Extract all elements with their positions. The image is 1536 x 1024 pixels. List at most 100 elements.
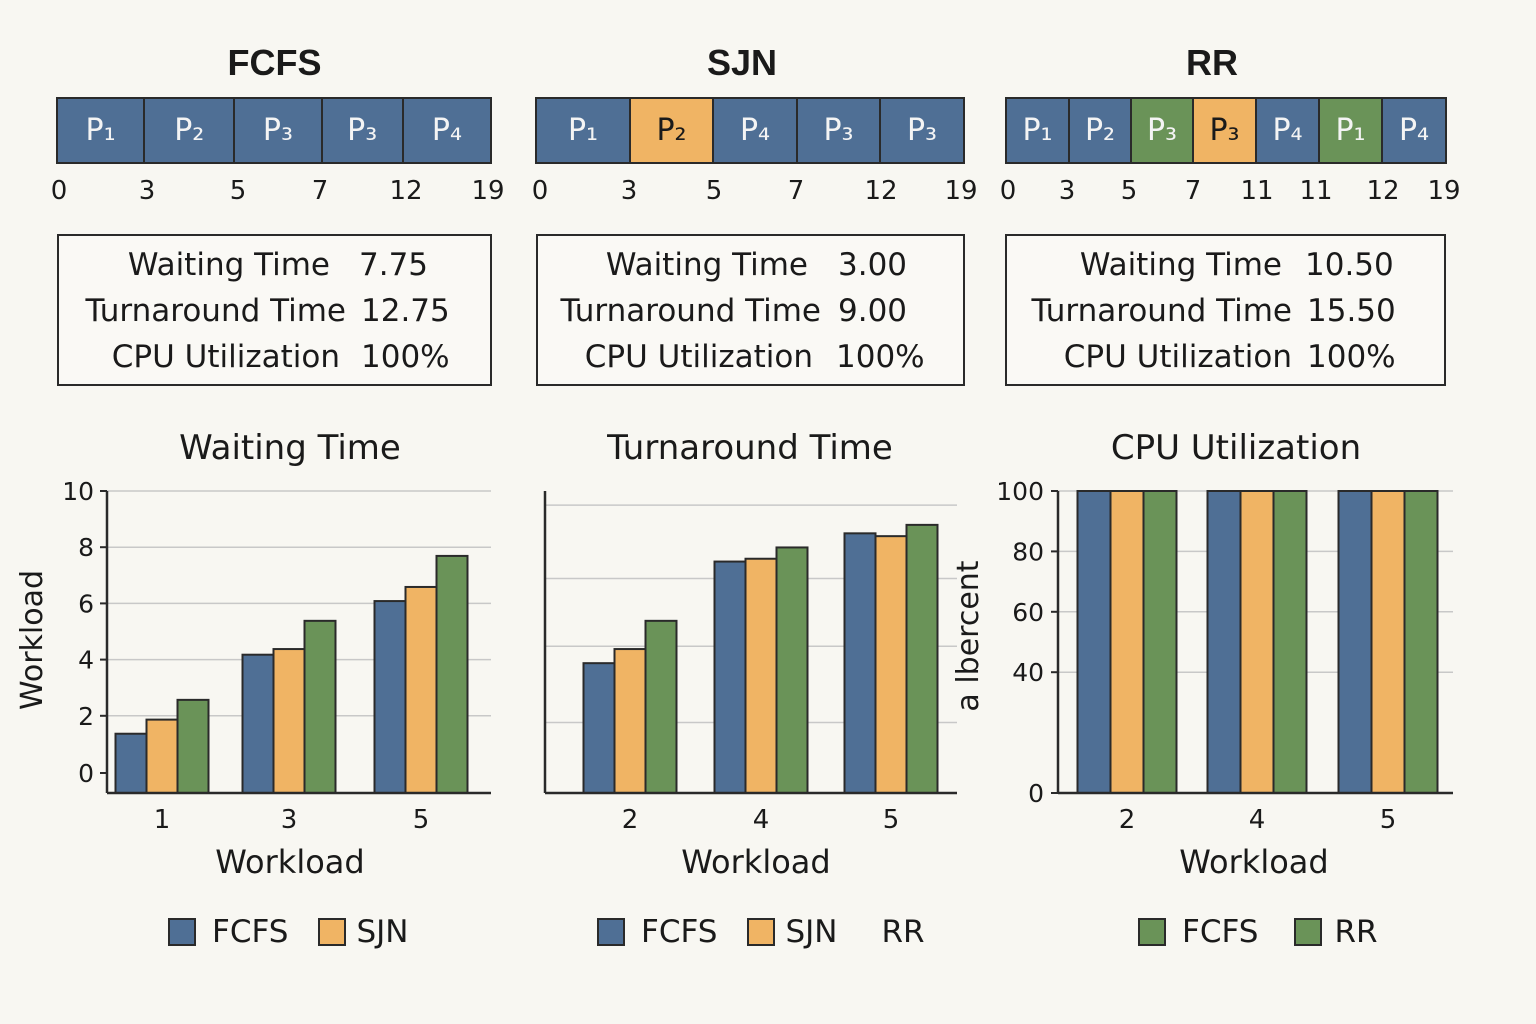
legend-label: RR [1334, 914, 1378, 950]
x-tick-label: 5 [883, 805, 900, 835]
gantt-segment: P₃ [235, 99, 323, 162]
gantt-tick: 0 [50, 176, 68, 206]
x-axis-label: Workload [215, 843, 364, 881]
legend-item: FCFS [168, 914, 288, 950]
x-tick-label: 3 [281, 805, 298, 835]
y-tick-label: 8 [78, 533, 94, 562]
gantt-tick: 3 [1058, 176, 1076, 206]
metric-value: 100% [836, 339, 925, 375]
gantt-tick: 5 [229, 176, 247, 206]
gantt-tick: 19 [1427, 176, 1461, 206]
chart-title-cpu: CPU Utilization [1110, 428, 1362, 468]
gantt-segment: P₁ [1007, 99, 1070, 162]
bar-sjn [744, 557, 778, 795]
x-tick-label: 5 [1380, 805, 1397, 835]
bar-rr [905, 523, 939, 794]
legend-swatch [1138, 918, 1166, 946]
bar-sjn [613, 648, 647, 795]
gantt-segment: P₄ [1383, 99, 1445, 162]
bar-fcfs [582, 662, 616, 794]
legend-label: RR [881, 914, 925, 950]
bar-fcfs [1206, 490, 1242, 794]
y-tick-label: 6 [78, 589, 94, 618]
gantt-segment: P₂ [1070, 99, 1132, 162]
metric-label: Turnaround Time [560, 293, 821, 329]
bar-rr [1142, 490, 1178, 794]
y-tick-label: 100 [996, 477, 1044, 506]
legend-swatch [168, 918, 196, 946]
chart-title-turnaround: Turnaround Time [607, 428, 893, 468]
legend-label: FCFS [1182, 914, 1259, 950]
gantt-tick: 7 [1184, 176, 1202, 206]
bar-sjn [1109, 490, 1145, 794]
bar-fcfs [373, 600, 407, 794]
gantt-tick: 11 [1299, 176, 1333, 206]
metric-value: 12.75 [361, 293, 450, 329]
gantt-tick: 0 [999, 176, 1017, 206]
metric-value: 100% [361, 339, 450, 375]
legend-swatch [597, 918, 625, 946]
bar-rr [1272, 490, 1308, 794]
bar-rr [176, 698, 210, 794]
bar-sjn [145, 718, 179, 794]
bar-fcfs [1076, 490, 1112, 794]
metric-value: 15.50 [1307, 293, 1396, 329]
y-tick-label: 80 [1012, 537, 1044, 566]
gantt-segment: P₁ [537, 99, 631, 162]
gantt-tick: 19 [944, 176, 978, 206]
legend-waiting: FCFS SJN [168, 910, 438, 954]
metric-label: Waiting Time [605, 247, 808, 283]
legend-label: FCFS [641, 914, 718, 950]
gantt-tick: 19 [471, 176, 505, 206]
gantt-segment: P₂ [145, 99, 236, 162]
legend-item: RR [881, 914, 924, 950]
metric-label: Waiting Time [127, 247, 330, 283]
x-tick-label: 5 [413, 805, 430, 835]
legend-item: FCFS [597, 914, 717, 950]
legend-label: SJN [785, 914, 838, 950]
gantt-segment: P₁ [58, 99, 146, 162]
y-tick-label: 2 [78, 702, 94, 731]
metric-label: CPU Utilization [111, 339, 340, 375]
metric-value: 3.00 [838, 247, 908, 283]
gantt-chart-rr: P₁ P₂ P₃ P₃ P₄ P₁ P₄ [1005, 97, 1447, 164]
legend-turnaround: FCFS SJN RR [597, 910, 955, 954]
legend-item: SJN [318, 914, 408, 950]
bar-sjn [1370, 490, 1406, 794]
metrics-box-rr: Waiting Time 10.50 Turnaround Time 15.50… [1005, 234, 1446, 386]
bar-sjn [404, 585, 438, 795]
legend-swatch [1294, 918, 1323, 946]
gantt-segment: P₃ [798, 99, 881, 162]
x-tick-label: 4 [1249, 805, 1266, 835]
legend-swatch [747, 918, 776, 946]
legend-item: RR [1294, 914, 1378, 950]
legend-label: SJN [356, 914, 409, 950]
gantt-tick: 7 [787, 176, 805, 206]
bar-rr [303, 619, 337, 795]
bar-fcfs [713, 560, 747, 794]
x-tick-label: 2 [1119, 805, 1136, 835]
y-tick-label: 60 [1012, 598, 1044, 627]
bar-fcfs [241, 653, 275, 794]
gantt-tick: 11 [1240, 176, 1274, 206]
gantt-segment: P₂ [631, 99, 714, 162]
y-tick-label: 40 [1012, 658, 1044, 687]
x-axis-label: Workload [1179, 843, 1328, 881]
gantt-tick: 5 [705, 176, 723, 206]
bar-sjn [272, 648, 306, 795]
x-tick-label: 4 [753, 805, 770, 835]
gantt-segment: P₃ [1194, 99, 1257, 162]
bar-rr [644, 619, 678, 795]
gantt-segment: P₃ [322, 99, 404, 162]
y-tick-label: 10 [62, 477, 94, 506]
gantt-segment: P₃ [881, 99, 963, 162]
legend-item: FCFS [1138, 914, 1258, 950]
y-tick-label: 4 [78, 646, 94, 675]
metric-value: 9.00 [838, 293, 908, 329]
gantt-tick: 12 [864, 176, 898, 206]
gantt-chart-fcfs: P₁ P₂ P₃ P₃ P₄ [56, 97, 492, 164]
legend-swatch [318, 918, 347, 946]
bar-fcfs [114, 732, 148, 794]
bar-rr [1403, 490, 1439, 794]
gantt-tick: 3 [138, 176, 156, 206]
